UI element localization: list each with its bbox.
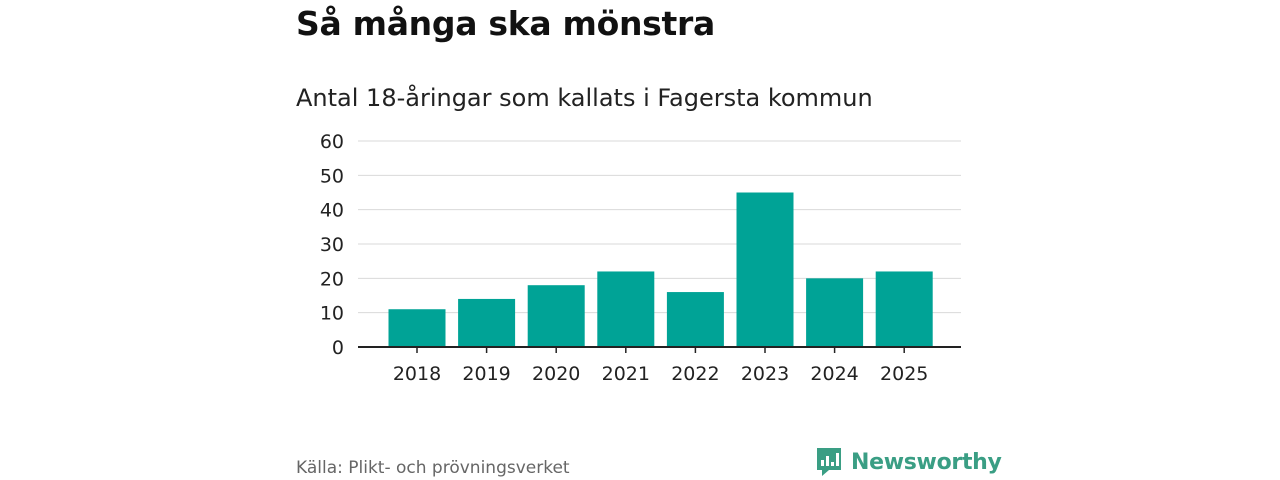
bar-2019 xyxy=(458,298,516,347)
brand-name: Newsworthy xyxy=(851,449,1002,475)
x-tick-label: 2020 xyxy=(532,363,580,385)
x-tick-label: 2024 xyxy=(810,363,858,385)
y-tick-label: 40 xyxy=(320,200,344,222)
brand-logo: Newsworthy xyxy=(815,446,1002,478)
bar-2025 xyxy=(875,271,933,347)
y-tick-label: 20 xyxy=(320,268,344,290)
bar-2018 xyxy=(388,309,446,347)
x-tick-label: 2021 xyxy=(602,363,650,385)
bar-2021 xyxy=(597,271,655,347)
y-axis-ticks: 0 10 20 30 40 50 60 xyxy=(320,131,344,359)
chart-title: Så många ska mönstra xyxy=(296,4,715,43)
bar-2023 xyxy=(736,192,794,347)
y-tick-label: 0 xyxy=(332,337,344,359)
bars xyxy=(388,192,933,347)
y-tick-label: 60 xyxy=(320,131,344,153)
x-tick-label: 2025 xyxy=(880,363,928,385)
grid-lines xyxy=(358,140,961,314)
x-tick-label: 2023 xyxy=(741,363,789,385)
chart-subtitle: Antal 18-åringar som kallats i Fagersta … xyxy=(296,84,873,112)
bar-2020 xyxy=(527,285,585,347)
y-tick-label: 30 xyxy=(320,234,344,256)
newsworthy-logo-icon xyxy=(817,448,841,476)
source-note: Källa: Plikt- och prövningsverket xyxy=(296,458,570,478)
x-tick-label: 2018 xyxy=(393,363,441,385)
bar-2024 xyxy=(806,278,864,347)
x-axis-ticks: 2018 2019 2020 2021 2022 2023 2024 2025 xyxy=(393,347,928,385)
bar-2022 xyxy=(666,292,724,347)
y-tick-label: 50 xyxy=(320,165,344,187)
x-tick-label: 2019 xyxy=(462,363,510,385)
y-tick-label: 10 xyxy=(320,303,344,325)
x-tick-label: 2022 xyxy=(671,363,719,385)
